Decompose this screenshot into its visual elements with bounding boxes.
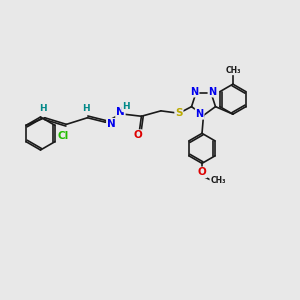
Text: N: N [107, 119, 116, 129]
Text: N: N [196, 109, 204, 119]
Text: H: H [123, 102, 130, 111]
Text: H: H [82, 104, 90, 113]
Text: O: O [133, 130, 142, 140]
Text: CH₃: CH₃ [225, 65, 241, 74]
Text: N: N [116, 107, 125, 117]
Text: N: N [208, 87, 217, 97]
Text: Cl: Cl [58, 131, 69, 141]
Text: H: H [40, 104, 47, 113]
Text: O: O [198, 167, 206, 177]
Text: N: N [190, 87, 199, 97]
Text: S: S [175, 108, 183, 118]
Text: CH₃: CH₃ [210, 176, 226, 185]
